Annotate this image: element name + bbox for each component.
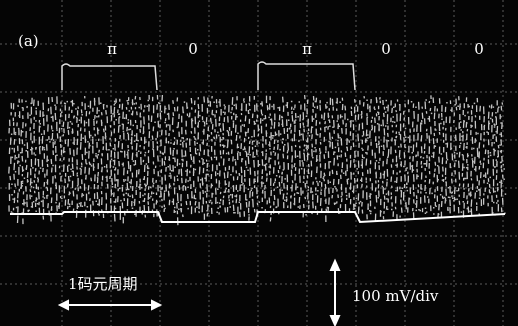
symbol-label: π	[302, 40, 312, 58]
time-scale-label: 1码元周期	[68, 275, 138, 293]
panel-label: (a)	[18, 32, 39, 50]
symbol-label: π	[107, 40, 117, 58]
symbol-label: 0	[188, 40, 198, 58]
voltage-scale-label: 100 mV/div	[352, 287, 439, 305]
page: (a) π 0 π 0 0 1码元周期 100 mV/div (() => { …	[0, 0, 518, 326]
symbol-label: 0	[474, 40, 484, 58]
symbol-label: 0	[381, 40, 391, 58]
oscilloscope-screen: (a) π 0 π 0 0 1码元周期 100 mV/div	[0, 0, 518, 326]
